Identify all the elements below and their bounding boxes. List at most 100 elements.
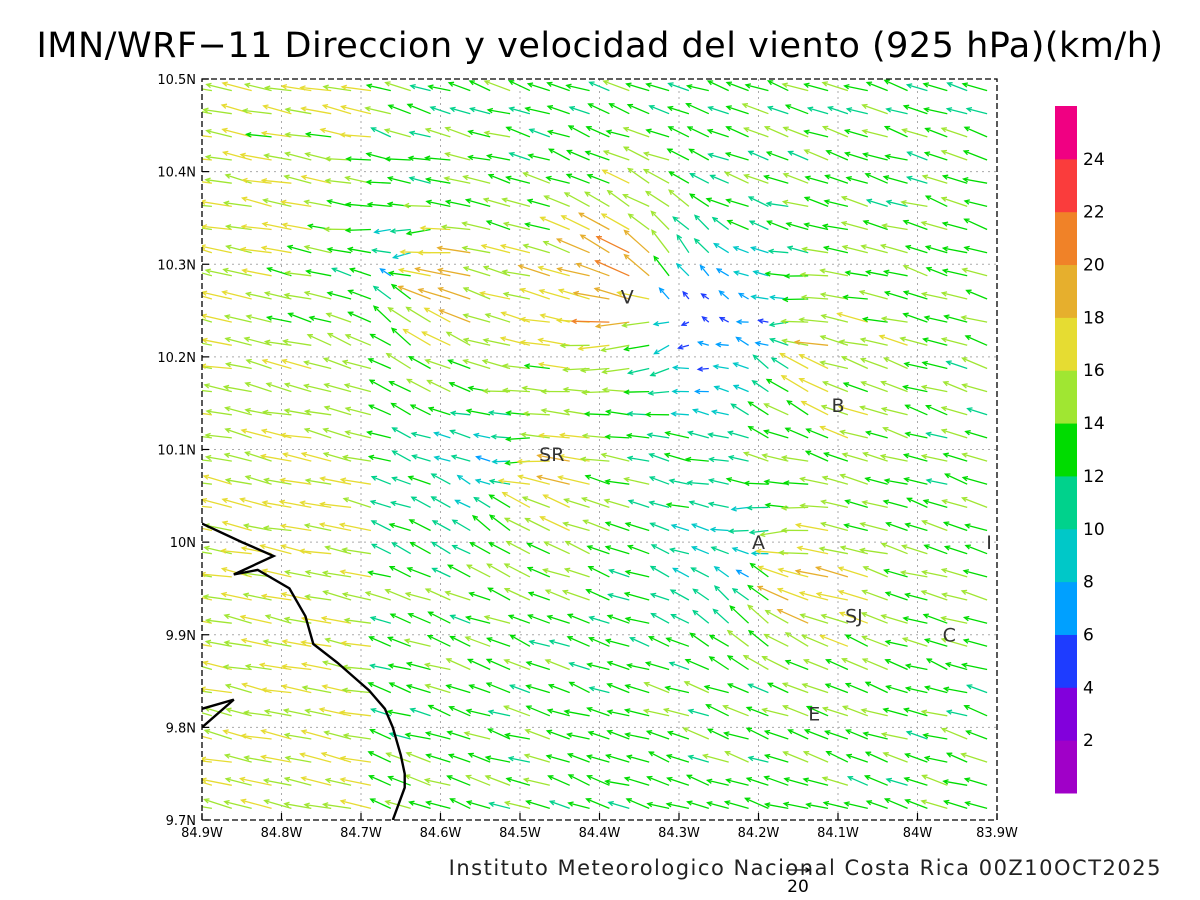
- wind-vector: [265, 315, 292, 323]
- wind-vector: [304, 569, 332, 578]
- wind-vector: [204, 177, 232, 184]
- wind-vector: [884, 658, 908, 671]
- wind-vector: [766, 682, 789, 694]
- wind-vector: [484, 313, 511, 323]
- wind-vector: [780, 527, 809, 534]
- wind-vector: [241, 268, 272, 277]
- wind-vector: [283, 408, 312, 416]
- wind-vector: [371, 247, 391, 254]
- wind-vector: [525, 799, 550, 810]
- wind-vector: [843, 523, 868, 532]
- wind-vector: [708, 656, 730, 671]
- wind-vector: [203, 729, 232, 740]
- wind-vector: [586, 774, 610, 786]
- wind-vector: [942, 521, 968, 532]
- wind-vector: [224, 361, 252, 370]
- wind-vector: [710, 546, 729, 555]
- wind-vector: [464, 636, 491, 647]
- wind-vector: [749, 246, 769, 254]
- wind-vector: [473, 496, 491, 508]
- wind-vector: [303, 802, 332, 810]
- wind-vector: [690, 523, 710, 532]
- wind-vector: [878, 334, 908, 346]
- wind-vector: [403, 638, 431, 647]
- wind-vector: [438, 309, 471, 323]
- wind-vector: [346, 246, 372, 254]
- wind-vector: [942, 799, 968, 810]
- wind-vector: [685, 774, 710, 786]
- wind-vector: [902, 384, 928, 393]
- wind-vector: [385, 352, 412, 370]
- wind-vector: [880, 614, 908, 624]
- wind-vector: [944, 662, 968, 671]
- wind-vector: [202, 435, 212, 439]
- wind-vector: [902, 290, 928, 300]
- wind-vector: [940, 337, 968, 346]
- wind-vector: [525, 684, 550, 694]
- wind-vector: [700, 293, 710, 300]
- wind-vector: [821, 475, 849, 485]
- wind-vector: [683, 681, 710, 694]
- wind-vector: [595, 236, 630, 254]
- wind-vector: [338, 522, 372, 532]
- wind-vector: [421, 331, 451, 346]
- wind-vector: [693, 238, 710, 254]
- wind-vector: [408, 130, 431, 138]
- wind-vector: [882, 499, 908, 509]
- wind-vector: [766, 105, 789, 115]
- wind-vector: [606, 682, 630, 694]
- wind-vector: [320, 615, 352, 624]
- wind-vector: [845, 176, 868, 184]
- wind-vector: [202, 620, 213, 624]
- wind-vector: [202, 389, 212, 393]
- wind-vector: [742, 451, 769, 462]
- wind-vector: [645, 82, 670, 92]
- wind-vector: [221, 497, 252, 509]
- wind-vector: [843, 128, 868, 138]
- wind-vector: [543, 195, 570, 208]
- wind-vector: [942, 686, 968, 694]
- wind-vector: [318, 707, 352, 717]
- place-label: V: [621, 287, 634, 309]
- wind-vector: [623, 591, 650, 601]
- wind-vector: [523, 363, 550, 370]
- wind-vector: [709, 526, 729, 533]
- wind-vector: [330, 267, 352, 277]
- y-tick-label: 9.8N: [166, 721, 196, 736]
- wind-vector: [864, 172, 888, 184]
- wind-vector: [781, 199, 809, 208]
- wind-vector: [324, 156, 352, 162]
- wind-vector: [202, 735, 213, 740]
- wind-vector: [220, 591, 252, 601]
- wind-vector: [880, 542, 908, 555]
- wind-vector: [468, 684, 491, 694]
- wind-vector: [202, 806, 213, 810]
- wind-vector: [503, 563, 531, 578]
- wind-vector: [300, 106, 332, 115]
- wind-vector: [626, 663, 650, 671]
- wind-vector: [451, 519, 471, 532]
- wind-vector: [321, 802, 352, 810]
- wind-vector: [244, 475, 272, 485]
- wind-vector: [579, 234, 610, 254]
- wind-vector: [668, 189, 690, 207]
- wind-vector: [304, 708, 332, 717]
- y-tick-label: 10N: [170, 536, 196, 551]
- wind-vector: [202, 135, 212, 138]
- wind-vector: [202, 224, 232, 231]
- wind-vector: [668, 661, 690, 671]
- wind-vector: [705, 704, 729, 717]
- wind-vector: [825, 658, 849, 671]
- wind-vector: [389, 613, 411, 624]
- wind-vector: [625, 432, 650, 439]
- wind-vector: [528, 639, 550, 647]
- wind-vector: [686, 430, 709, 439]
- coastline: [202, 522, 406, 820]
- wind-vector: [767, 248, 789, 255]
- wind-vector: [904, 244, 928, 254]
- wind-vector: [538, 288, 570, 300]
- wind-vector: [883, 79, 908, 92]
- wind-vector: [821, 380, 849, 393]
- wind-vector: [860, 708, 888, 717]
- y-tick-label: 10.1N: [157, 444, 196, 459]
